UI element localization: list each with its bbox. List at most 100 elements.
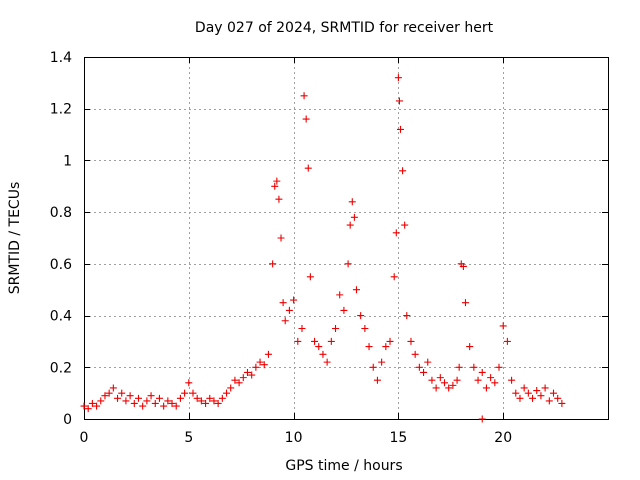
data-point xyxy=(340,306,348,314)
data-point xyxy=(401,221,409,229)
x-tick-label: 0 xyxy=(80,430,89,446)
data-point xyxy=(273,177,281,185)
y-tick-label: 1.2 xyxy=(50,102,72,118)
data-point xyxy=(378,358,386,366)
plot-frame xyxy=(84,57,609,420)
data-point xyxy=(550,389,558,397)
data-point xyxy=(461,299,469,307)
data-point xyxy=(411,350,419,358)
data-point xyxy=(176,394,184,402)
data-point xyxy=(235,379,243,387)
data-point xyxy=(386,337,394,345)
data-point xyxy=(491,379,499,387)
data-point xyxy=(155,394,163,402)
data-point xyxy=(394,74,402,82)
data-point xyxy=(84,405,92,413)
data-point xyxy=(554,394,562,402)
data-point xyxy=(88,399,96,407)
data-point xyxy=(466,343,474,351)
y-tick-label: 0.2 xyxy=(50,360,72,376)
data-point xyxy=(558,399,566,407)
data-point xyxy=(348,198,356,206)
data-point xyxy=(459,262,467,270)
data-point xyxy=(109,384,117,392)
data-point xyxy=(101,392,109,400)
data-point xyxy=(231,376,239,384)
data-point xyxy=(277,234,285,242)
data-point xyxy=(508,376,516,384)
data-point xyxy=(130,399,138,407)
data-point xyxy=(503,337,511,345)
data-point xyxy=(373,376,381,384)
data-point xyxy=(350,213,358,221)
data-point xyxy=(202,399,210,407)
data-point xyxy=(403,312,411,320)
data-point xyxy=(365,343,373,351)
data-point xyxy=(271,182,279,190)
data-point xyxy=(260,361,268,369)
data-point xyxy=(304,164,312,172)
data-point xyxy=(298,325,306,332)
data-point xyxy=(323,358,331,366)
data-point xyxy=(239,374,247,382)
data-point xyxy=(369,363,377,371)
data-point xyxy=(223,389,231,397)
data-point xyxy=(455,363,463,371)
y-tick-label: 0 xyxy=(63,412,72,428)
data-point xyxy=(93,402,101,410)
data-point xyxy=(382,343,390,351)
data-points xyxy=(80,74,566,423)
data-point xyxy=(294,337,302,345)
data-point xyxy=(193,394,201,402)
data-point xyxy=(346,221,354,229)
data-point xyxy=(424,358,432,366)
data-point xyxy=(336,291,344,299)
data-point xyxy=(420,368,428,376)
data-point xyxy=(164,397,172,405)
data-point xyxy=(445,384,453,392)
data-point xyxy=(118,389,126,397)
data-point xyxy=(306,273,314,281)
data-point xyxy=(290,296,298,304)
data-point xyxy=(415,363,423,371)
data-point xyxy=(499,322,507,330)
data-point xyxy=(168,399,176,407)
data-point xyxy=(302,115,310,123)
y-tick-label: 0.6 xyxy=(50,257,72,273)
data-point xyxy=(327,337,335,345)
data-point xyxy=(357,312,365,320)
data-point xyxy=(122,397,130,405)
data-point xyxy=(281,317,289,325)
data-point xyxy=(275,195,283,203)
data-point xyxy=(428,376,436,384)
data-point xyxy=(256,358,264,366)
y-tick-label: 1 xyxy=(63,153,72,169)
data-point xyxy=(151,399,159,407)
data-point xyxy=(147,392,155,400)
data-point xyxy=(160,402,168,410)
data-point xyxy=(134,394,142,402)
data-point xyxy=(478,415,486,423)
data-point xyxy=(512,389,520,397)
data-point xyxy=(264,350,272,358)
data-point xyxy=(436,374,444,382)
data-point xyxy=(487,374,495,382)
data-point xyxy=(495,363,503,371)
x-tick-label: 10 xyxy=(285,430,303,446)
data-point xyxy=(482,384,490,392)
data-point xyxy=(470,363,478,371)
data-point xyxy=(210,397,218,405)
data-point xyxy=(399,167,407,175)
data-point xyxy=(344,260,352,268)
data-point xyxy=(285,306,293,314)
data-point xyxy=(407,337,415,345)
data-point xyxy=(390,273,398,281)
data-point xyxy=(189,389,197,397)
grid xyxy=(84,57,608,419)
data-point xyxy=(269,260,277,268)
x-tick-label: 5 xyxy=(184,430,193,446)
data-point xyxy=(516,394,524,402)
data-point xyxy=(361,325,369,332)
data-point xyxy=(172,402,180,410)
y-tick-label: 1.4 xyxy=(50,50,72,66)
